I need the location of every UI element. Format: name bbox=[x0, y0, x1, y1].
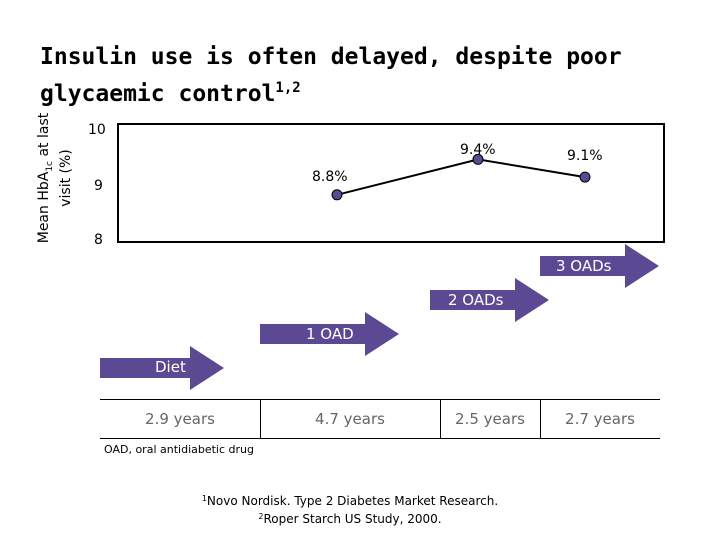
duration-3-oads: 2.7 years bbox=[565, 410, 635, 428]
data-point bbox=[331, 189, 343, 201]
data-label: 8.8% bbox=[312, 169, 348, 185]
stage-arrow-1-oad bbox=[260, 312, 399, 356]
data-label: 9.1% bbox=[567, 148, 603, 164]
treatment-stage-arrows bbox=[100, 244, 659, 390]
stage-arrow-3-oads bbox=[540, 244, 659, 288]
stage-label-2-oads: 2 OADs bbox=[448, 291, 504, 309]
reference-1: 1Novo Nordisk. Type 2 Diabetes Market Re… bbox=[201, 494, 499, 508]
title-text: Insulin use is often delayed, despite po… bbox=[40, 44, 622, 107]
plot-frame bbox=[117, 123, 665, 243]
duration-1-oad: 4.7 years bbox=[315, 410, 385, 428]
reference-2: 2Roper Starch US Study, 2000. bbox=[258, 512, 442, 526]
y-tick-9: 9 bbox=[94, 178, 103, 194]
duration-divider bbox=[540, 400, 541, 438]
stage-label-1-oad: 1 OAD bbox=[306, 325, 354, 343]
y-tick-8: 8 bbox=[94, 232, 103, 248]
hba1c-line bbox=[336, 158, 586, 196]
footnote: OAD, oral antidiabetic drug bbox=[104, 443, 254, 456]
duration-2-oads: 2.5 years bbox=[455, 410, 525, 428]
duration-bar: 2.9 years 4.7 years 2.5 years 2.7 years bbox=[100, 399, 660, 439]
duration-divider bbox=[440, 400, 441, 438]
stage-label-diet: Diet bbox=[155, 358, 186, 376]
y-tick-10: 10 bbox=[88, 122, 106, 138]
stage-arrow-diet bbox=[100, 346, 224, 390]
duration-divider bbox=[260, 400, 261, 438]
data-point bbox=[472, 153, 484, 165]
data-label: 9.4% bbox=[460, 142, 496, 158]
data-point bbox=[579, 171, 591, 183]
hba1c-series: 8.8% 9.4% 9.1% bbox=[312, 142, 603, 201]
slide-title: Insulin use is often delayed, despite po… bbox=[40, 42, 680, 110]
duration-diet: 2.9 years bbox=[145, 410, 215, 428]
title-refs: 1,2 bbox=[275, 80, 301, 96]
stage-label-3-oads: 3 OADs bbox=[556, 257, 612, 275]
references: 1Novo Nordisk. Type 2 Diabetes Market Re… bbox=[150, 491, 550, 527]
stage-arrow-2-oads bbox=[430, 278, 549, 322]
